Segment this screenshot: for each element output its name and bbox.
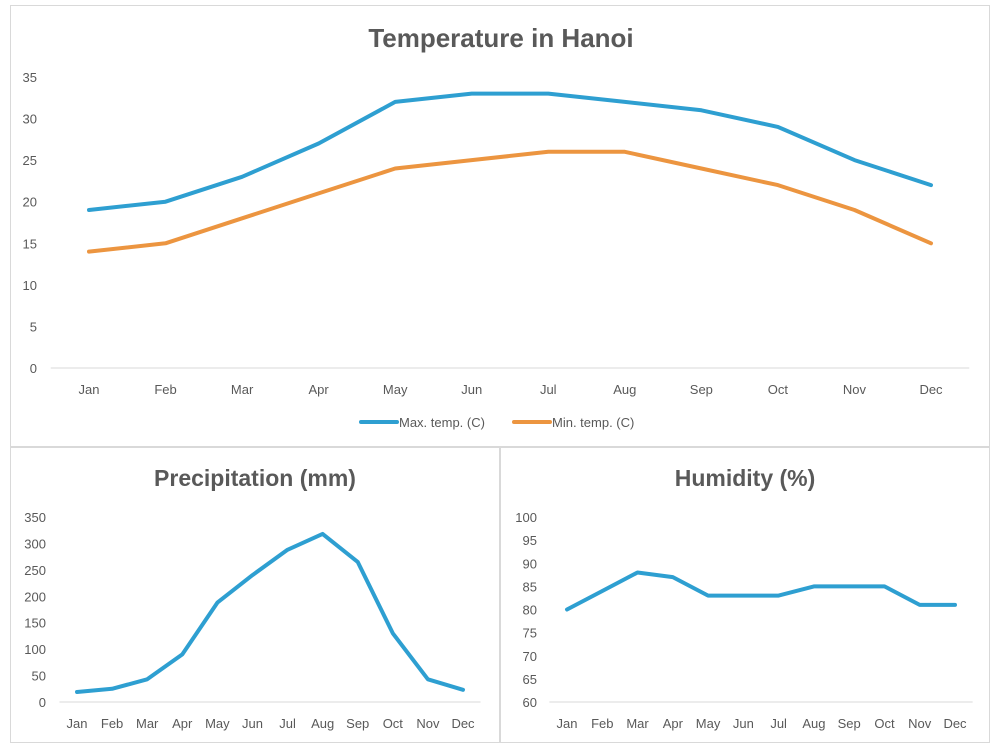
precipitation-x-axis: Jan Feb Mar Apr May Jun Jul Aug Sep Oct Nov Dec bbox=[67, 716, 476, 731]
temperature-x-tick-label: Sep bbox=[690, 382, 713, 397]
humidity-series-line-0 bbox=[565, 570, 957, 612]
temperature-y-tick-label: 20 bbox=[23, 195, 37, 210]
precipitation-y-tick-label: 0 bbox=[39, 695, 46, 710]
precipitation-chart-title: Precipitation (mm) bbox=[154, 465, 356, 491]
legend-label-min-temp: Min. temp. (C) bbox=[552, 415, 634, 430]
temperature-chart: Temperature in Hanoi 0 5 10 15 20 25 30 35 Jan F… bbox=[23, 23, 970, 430]
humidity-y-tick-label: 70 bbox=[523, 649, 537, 664]
humidity-x-tick-label: Nov bbox=[908, 716, 932, 731]
precipitation-x-tick-label: Sep bbox=[346, 716, 369, 731]
temperature-x-tick-label: Nov bbox=[843, 382, 867, 397]
precipitation-y-tick-label: 50 bbox=[32, 669, 46, 684]
precipitation-x-tick-label: Jul bbox=[279, 716, 296, 731]
humidity-x-tick-label: Mar bbox=[626, 716, 649, 731]
temperature-y-tick-label: 35 bbox=[23, 70, 37, 85]
temperature-x-tick-label: Aug bbox=[613, 382, 636, 397]
humidity-y-tick-label: 80 bbox=[523, 603, 537, 618]
precipitation-chart-panel: Precipitation (mm) 0 50 100 150 200 250 300 350… bbox=[10, 447, 500, 743]
precipitation-x-tick-label: Oct bbox=[383, 716, 404, 731]
temperature-y-axis: 0 5 10 15 20 25 30 35 bbox=[23, 70, 37, 376]
precipitation-x-tick-label: Nov bbox=[416, 716, 440, 731]
temperature-chart-panel: Temperature in Hanoi 0 5 10 15 20 25 30 35 Jan F… bbox=[10, 5, 990, 447]
temperature-x-axis: Jan Feb Mar Apr May Jun Jul Aug Sep Oct Nov Dec bbox=[79, 382, 944, 397]
temperature-series-lines bbox=[87, 91, 933, 254]
humidity-x-tick-label: Oct bbox=[874, 716, 895, 731]
temperature-x-tick-label: Dec bbox=[919, 382, 943, 397]
humidity-x-tick-label: Apr bbox=[663, 716, 684, 731]
temperature-x-tick-label: Jul bbox=[540, 382, 557, 397]
humidity-chart-title: Humidity (%) bbox=[675, 465, 816, 491]
humidity-y-tick-label: 100 bbox=[515, 510, 537, 525]
temperature-x-tick-label: Jan bbox=[79, 382, 100, 397]
humidity-x-tick-label: Feb bbox=[591, 716, 613, 731]
temperature-y-tick-label: 0 bbox=[30, 361, 37, 376]
humidity-y-tick-label: 65 bbox=[523, 672, 537, 687]
humidity-y-tick-label: 95 bbox=[523, 533, 537, 548]
precipitation-chart: Precipitation (mm) 0 50 100 150 200 250 300 350… bbox=[24, 465, 481, 731]
temperature-chart-title: Temperature in Hanoi bbox=[368, 23, 633, 53]
precipitation-y-axis: 0 50 100 150 200 250 300 350 bbox=[24, 510, 46, 710]
temperature-x-tick-label: Feb bbox=[154, 382, 176, 397]
humidity-x-tick-label: Aug bbox=[802, 716, 825, 731]
legend-label-max-temp: Max. temp. (C) bbox=[399, 415, 485, 430]
precipitation-x-tick-label: May bbox=[205, 716, 230, 731]
humidity-y-tick-label: 75 bbox=[523, 626, 537, 641]
temperature-x-tick-label: Oct bbox=[768, 382, 789, 397]
temperature-series-line-1 bbox=[87, 149, 933, 254]
precipitation-x-tick-label: Jun bbox=[242, 716, 263, 731]
precipitation-x-tick-label: Feb bbox=[101, 716, 123, 731]
precipitation-x-tick-label: Dec bbox=[451, 716, 475, 731]
precipitation-x-tick-label: Mar bbox=[136, 716, 159, 731]
humidity-x-tick-label: Sep bbox=[838, 716, 861, 731]
temperature-x-tick-label: Mar bbox=[231, 382, 254, 397]
humidity-y-tick-label: 85 bbox=[523, 579, 537, 594]
precipitation-y-tick-label: 350 bbox=[24, 510, 46, 525]
precipitation-series-line-0 bbox=[75, 531, 465, 694]
humidity-series-lines bbox=[565, 570, 957, 612]
temperature-y-tick-label: 10 bbox=[23, 278, 37, 293]
humidity-y-tick-label: 90 bbox=[523, 556, 537, 571]
humidity-chart-panel: Humidity (%) 60 65 70 75 80 85 90 95 100 Jan Feb M… bbox=[500, 447, 990, 743]
precipitation-y-tick-label: 200 bbox=[24, 589, 46, 604]
temperature-y-tick-label: 15 bbox=[23, 236, 37, 251]
precipitation-y-tick-label: 150 bbox=[24, 616, 46, 631]
temperature-x-tick-label: Jun bbox=[461, 382, 482, 397]
humidity-x-tick-label: Jun bbox=[733, 716, 754, 731]
temperature-y-tick-label: 5 bbox=[30, 319, 37, 334]
humidity-y-axis: 60 65 70 75 80 85 90 95 100 bbox=[515, 510, 537, 710]
humidity-chart: Humidity (%) 60 65 70 75 80 85 90 95 100 Jan Feb M… bbox=[515, 465, 973, 731]
humidity-x-tick-label: Jul bbox=[770, 716, 787, 731]
temperature-y-tick-label: 30 bbox=[23, 112, 37, 127]
precipitation-y-tick-label: 100 bbox=[24, 642, 46, 657]
humidity-x-tick-label: May bbox=[696, 716, 721, 731]
temperature-legend: Max. temp. (C) Min. temp. (C) bbox=[359, 415, 634, 430]
precipitation-series-lines bbox=[75, 531, 465, 694]
precipitation-x-tick-label: Apr bbox=[172, 716, 193, 731]
humidity-y-tick-label: 60 bbox=[523, 695, 537, 710]
temperature-x-tick-label: May bbox=[383, 382, 408, 397]
humidity-x-axis: Jan Feb Mar Apr May Jun Jul Aug Sep Oct Nov Dec bbox=[557, 716, 968, 731]
humidity-x-tick-label: Dec bbox=[943, 716, 967, 731]
humidity-x-tick-label: Jan bbox=[557, 716, 578, 731]
temperature-series-line-0 bbox=[87, 91, 933, 212]
precipitation-x-tick-label: Aug bbox=[311, 716, 334, 731]
precipitation-y-tick-label: 250 bbox=[24, 563, 46, 578]
precipitation-y-tick-label: 300 bbox=[24, 536, 46, 551]
temperature-x-tick-label: Apr bbox=[309, 382, 330, 397]
temperature-y-tick-label: 25 bbox=[23, 153, 37, 168]
precipitation-x-tick-label: Jan bbox=[67, 716, 88, 731]
